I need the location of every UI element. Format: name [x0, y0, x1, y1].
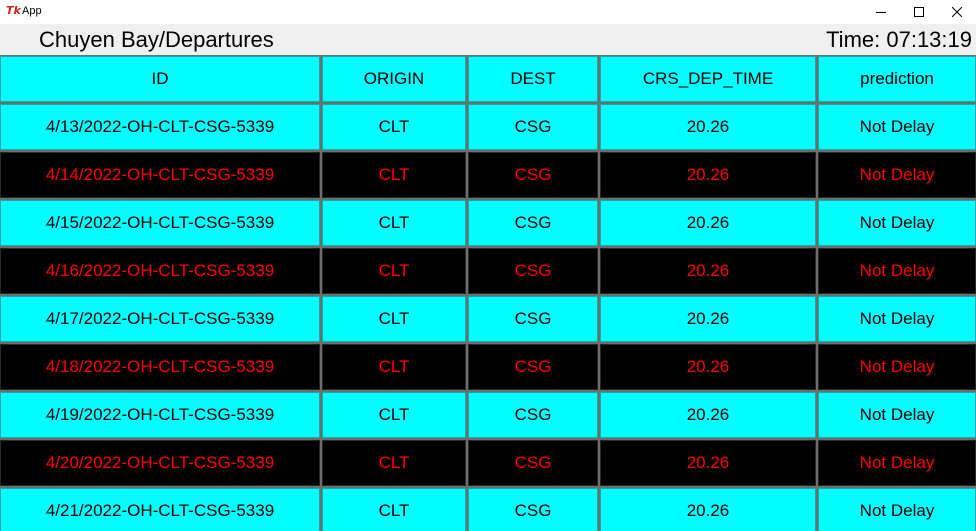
table-cell-dest: CSG [468, 344, 598, 390]
table-cell-origin: CLT [322, 392, 466, 438]
table-cell-id: 4/16/2022-OH-CLT-CSG-5339 [0, 248, 320, 294]
table-cell-crs-dep-time: 20.26 [600, 296, 816, 342]
close-icon [952, 7, 962, 17]
table-cell-crs-dep-time: 20.26 [600, 200, 816, 246]
table-cell-crs-dep-time: 20.26 [600, 152, 816, 198]
table-cell-origin: CLT [322, 248, 466, 294]
table-cell-prediction: Not Delay [818, 200, 976, 246]
table-cell-id: 4/13/2022-OH-CLT-CSG-5339 [0, 104, 320, 150]
table-cell-prediction: Not Delay [818, 488, 976, 531]
column-header-prediction: prediction [818, 56, 976, 102]
table-cell-prediction: Not Delay [818, 296, 976, 342]
departures-table: ID ORIGIN DEST CRS_DEP_TIME prediction 4/13/2… [0, 55, 976, 531]
table-cell-prediction: Not Delay [818, 104, 976, 150]
table-cell-prediction: Not Delay [818, 440, 976, 486]
table-cell-id: 4/19/2022-OH-CLT-CSG-5339 [0, 392, 320, 438]
table-cell-dest: CSG [468, 392, 598, 438]
table-cell-crs-dep-time: 20.26 [600, 104, 816, 150]
clock-label: Time: 07:13:19 [826, 27, 972, 52]
table-cell-origin: CLT [322, 344, 466, 390]
table-cell-id: 4/15/2022-OH-CLT-CSG-5339 [0, 200, 320, 246]
table-cell-dest: CSG [468, 440, 598, 486]
window-title: App [22, 5, 42, 17]
table-cell-origin: CLT [322, 152, 466, 198]
table-cell-prediction: Not Delay [818, 344, 976, 390]
maximize-icon [914, 7, 924, 17]
column-header-origin: ORIGIN [322, 56, 466, 102]
table-cell-id: 4/21/2022-OH-CLT-CSG-5339 [0, 488, 320, 531]
table-cell-origin: CLT [322, 488, 466, 531]
tk-app-icon: Tk [6, 4, 21, 17]
header-bar: Chuyen Bay/Departures Time: 07:13:19 [0, 24, 976, 56]
minimize-button[interactable] [862, 0, 900, 24]
table-cell-prediction: Not Delay [818, 392, 976, 438]
window-titlebar[interactable]: Tk App [0, 0, 976, 24]
table-cell-dest: CSG [468, 200, 598, 246]
page-title: Chuyen Bay/Departures [39, 27, 274, 52]
maximize-button[interactable] [900, 0, 938, 24]
table-cell-id: 4/18/2022-OH-CLT-CSG-5339 [0, 344, 320, 390]
table-cell-dest: CSG [468, 104, 598, 150]
table-cell-origin: CLT [322, 440, 466, 486]
close-button[interactable] [938, 0, 976, 24]
table-cell-crs-dep-time: 20.26 [600, 344, 816, 390]
table-cell-dest: CSG [468, 152, 598, 198]
table-cell-dest: CSG [468, 296, 598, 342]
table-cell-dest: CSG [468, 248, 598, 294]
table-cell-origin: CLT [322, 200, 466, 246]
minimize-icon [876, 12, 886, 13]
table-cell-origin: CLT [322, 104, 466, 150]
column-header-crs-dep-time: CRS_DEP_TIME [600, 56, 816, 102]
column-header-dest: DEST [468, 56, 598, 102]
table-cell-crs-dep-time: 20.26 [600, 248, 816, 294]
table-cell-crs-dep-time: 20.26 [600, 440, 816, 486]
table-cell-dest: CSG [468, 488, 598, 531]
table-cell-id: 4/17/2022-OH-CLT-CSG-5339 [0, 296, 320, 342]
table-cell-id: 4/20/2022-OH-CLT-CSG-5339 [0, 440, 320, 486]
column-header-id: ID [0, 56, 320, 102]
table-cell-crs-dep-time: 20.26 [600, 488, 816, 531]
table-cell-prediction: Not Delay [818, 152, 976, 198]
table-cell-crs-dep-time: 20.26 [600, 392, 816, 438]
table-cell-origin: CLT [322, 296, 466, 342]
table-cell-prediction: Not Delay [818, 248, 976, 294]
table-cell-id: 4/14/2022-OH-CLT-CSG-5339 [0, 152, 320, 198]
